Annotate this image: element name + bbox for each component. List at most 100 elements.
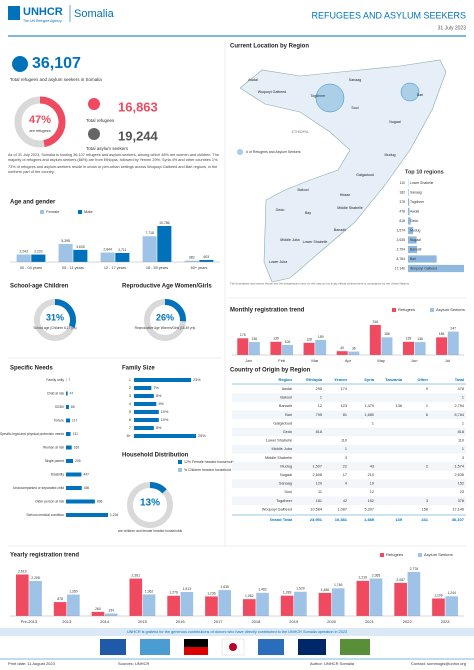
donor-logo (140, 639, 170, 655)
value-label: 136 (417, 337, 423, 341)
value-label: 25% (198, 434, 206, 438)
table-cell: Region (278, 377, 292, 382)
table-cell: Syria (364, 377, 375, 382)
row-band (232, 393, 466, 402)
x-tick-label: 2019 (289, 619, 299, 624)
legend-swatch (237, 149, 243, 155)
bar (436, 337, 448, 355)
value-label: 186 (384, 332, 390, 336)
table-cell: Mudug (280, 464, 292, 468)
bar (315, 339, 327, 355)
table-cell: 210 (368, 473, 374, 477)
bar (134, 394, 154, 398)
value-label: 1,236 (207, 591, 216, 595)
donor-logo (298, 639, 326, 655)
value-label: 10% (161, 418, 169, 422)
table-cell: 1,574 (454, 464, 464, 468)
bar (408, 198, 410, 206)
footer-text: Contact: sommogis@unhcr.org (411, 661, 466, 666)
bar (67, 594, 80, 616)
bar (58, 243, 73, 262)
paragraph: As of 31 July 2023, Somalia is hosting 3… (8, 153, 219, 162)
value-label: 447 (83, 472, 89, 476)
value-label: 8,784 (397, 257, 406, 261)
caption: School age (Children 6-17 yrs) (33, 326, 76, 330)
bar (394, 582, 407, 616)
bar (381, 337, 393, 355)
bar (408, 264, 464, 273)
table-cell: 2,754 (454, 404, 464, 408)
value-label: 8% (156, 426, 162, 430)
table-cell: 8,784 (454, 413, 464, 417)
donor-logo (184, 647, 208, 655)
table-cell: Total (455, 377, 464, 382)
table-cell: 136 (396, 404, 402, 408)
table-cell: 152 (458, 482, 464, 486)
bar (104, 613, 118, 616)
bar (218, 590, 232, 616)
region-label: Middle Juba (280, 238, 299, 242)
bar (408, 236, 417, 244)
value-label: 47 (70, 391, 74, 395)
date: 31 July 2023 (438, 25, 467, 31)
legend-label: 12% Female headed household (184, 460, 233, 464)
table-cell: Gedo (283, 430, 292, 434)
value-label: 2,219 (359, 576, 368, 580)
icon (88, 128, 100, 140)
value-label: 247 (450, 326, 456, 330)
value-label: 117 (72, 418, 77, 422)
asylum: 19,244 (118, 128, 159, 143)
category-label: 7 (129, 426, 131, 430)
value-label: 36 (352, 346, 356, 350)
value-label: 1,350 (69, 589, 78, 593)
bar (237, 338, 249, 355)
paragraph: 73% of refugees and asylum-seekers resid… (8, 164, 218, 174)
table-cell: Woqooyi Galbeed (262, 507, 292, 511)
bar (134, 410, 159, 414)
x-tick-label: Jul (445, 358, 450, 363)
table-cell: 181 (316, 499, 322, 503)
region-label: Sanaag (349, 78, 361, 82)
refugees: 16,863 (118, 99, 158, 114)
donut-label: 47% (29, 114, 51, 126)
country-label: ETHIOPIA (292, 130, 309, 134)
table-cell: 22 (343, 464, 347, 468)
value-label: 176 (240, 333, 246, 337)
category-label: Disability (51, 472, 65, 476)
table-cell: 9 (426, 387, 428, 391)
refugees-caption: Total refugees (86, 118, 115, 123)
table-cell: 110 (458, 439, 464, 443)
x-tick-label: 2023 (441, 619, 451, 624)
legend-label: Female (46, 209, 60, 214)
table-cell: Sool (284, 490, 292, 494)
category-label: Banadir (410, 247, 423, 251)
value-label: 23% (193, 378, 201, 382)
org: UNHCR (23, 6, 63, 18)
bar (447, 331, 459, 355)
map-bubble (400, 82, 420, 102)
table-cell: Ethiopia (306, 377, 323, 382)
bar (115, 252, 130, 262)
bar (142, 594, 156, 616)
bar (242, 599, 256, 616)
bar (73, 249, 88, 262)
value-label: 2,087 (396, 578, 405, 582)
region-label: Awdal (248, 78, 258, 82)
summary-box: As of 31 July 2023, Somalia is hosting 3… (8, 153, 222, 175)
value-label: 2,844 (103, 247, 112, 251)
table-cell: 17 (343, 473, 347, 477)
value-label: 1,529 (296, 587, 305, 591)
value-label: 131 (73, 432, 79, 436)
row-band (232, 462, 466, 471)
bar (134, 402, 157, 406)
value-label: 383 (189, 256, 195, 260)
value-label: 1,362 (145, 589, 154, 593)
x-tick-label: Pre-2013 (21, 619, 38, 624)
bar (199, 259, 214, 262)
bar (303, 342, 315, 355)
value-label: 2,208 (31, 576, 40, 580)
value-label: 106 (285, 340, 291, 344)
value-label: 1,276 (169, 591, 178, 595)
table-cell: Sanaag (279, 482, 292, 486)
tagline: The UN Refugee Agency (23, 19, 62, 23)
